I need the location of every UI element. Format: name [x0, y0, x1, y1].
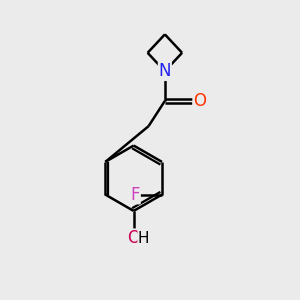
Text: O: O — [127, 229, 140, 247]
Text: N: N — [159, 62, 171, 80]
Text: H: H — [137, 231, 149, 246]
Text: F: F — [130, 186, 140, 204]
Text: O: O — [193, 92, 206, 110]
